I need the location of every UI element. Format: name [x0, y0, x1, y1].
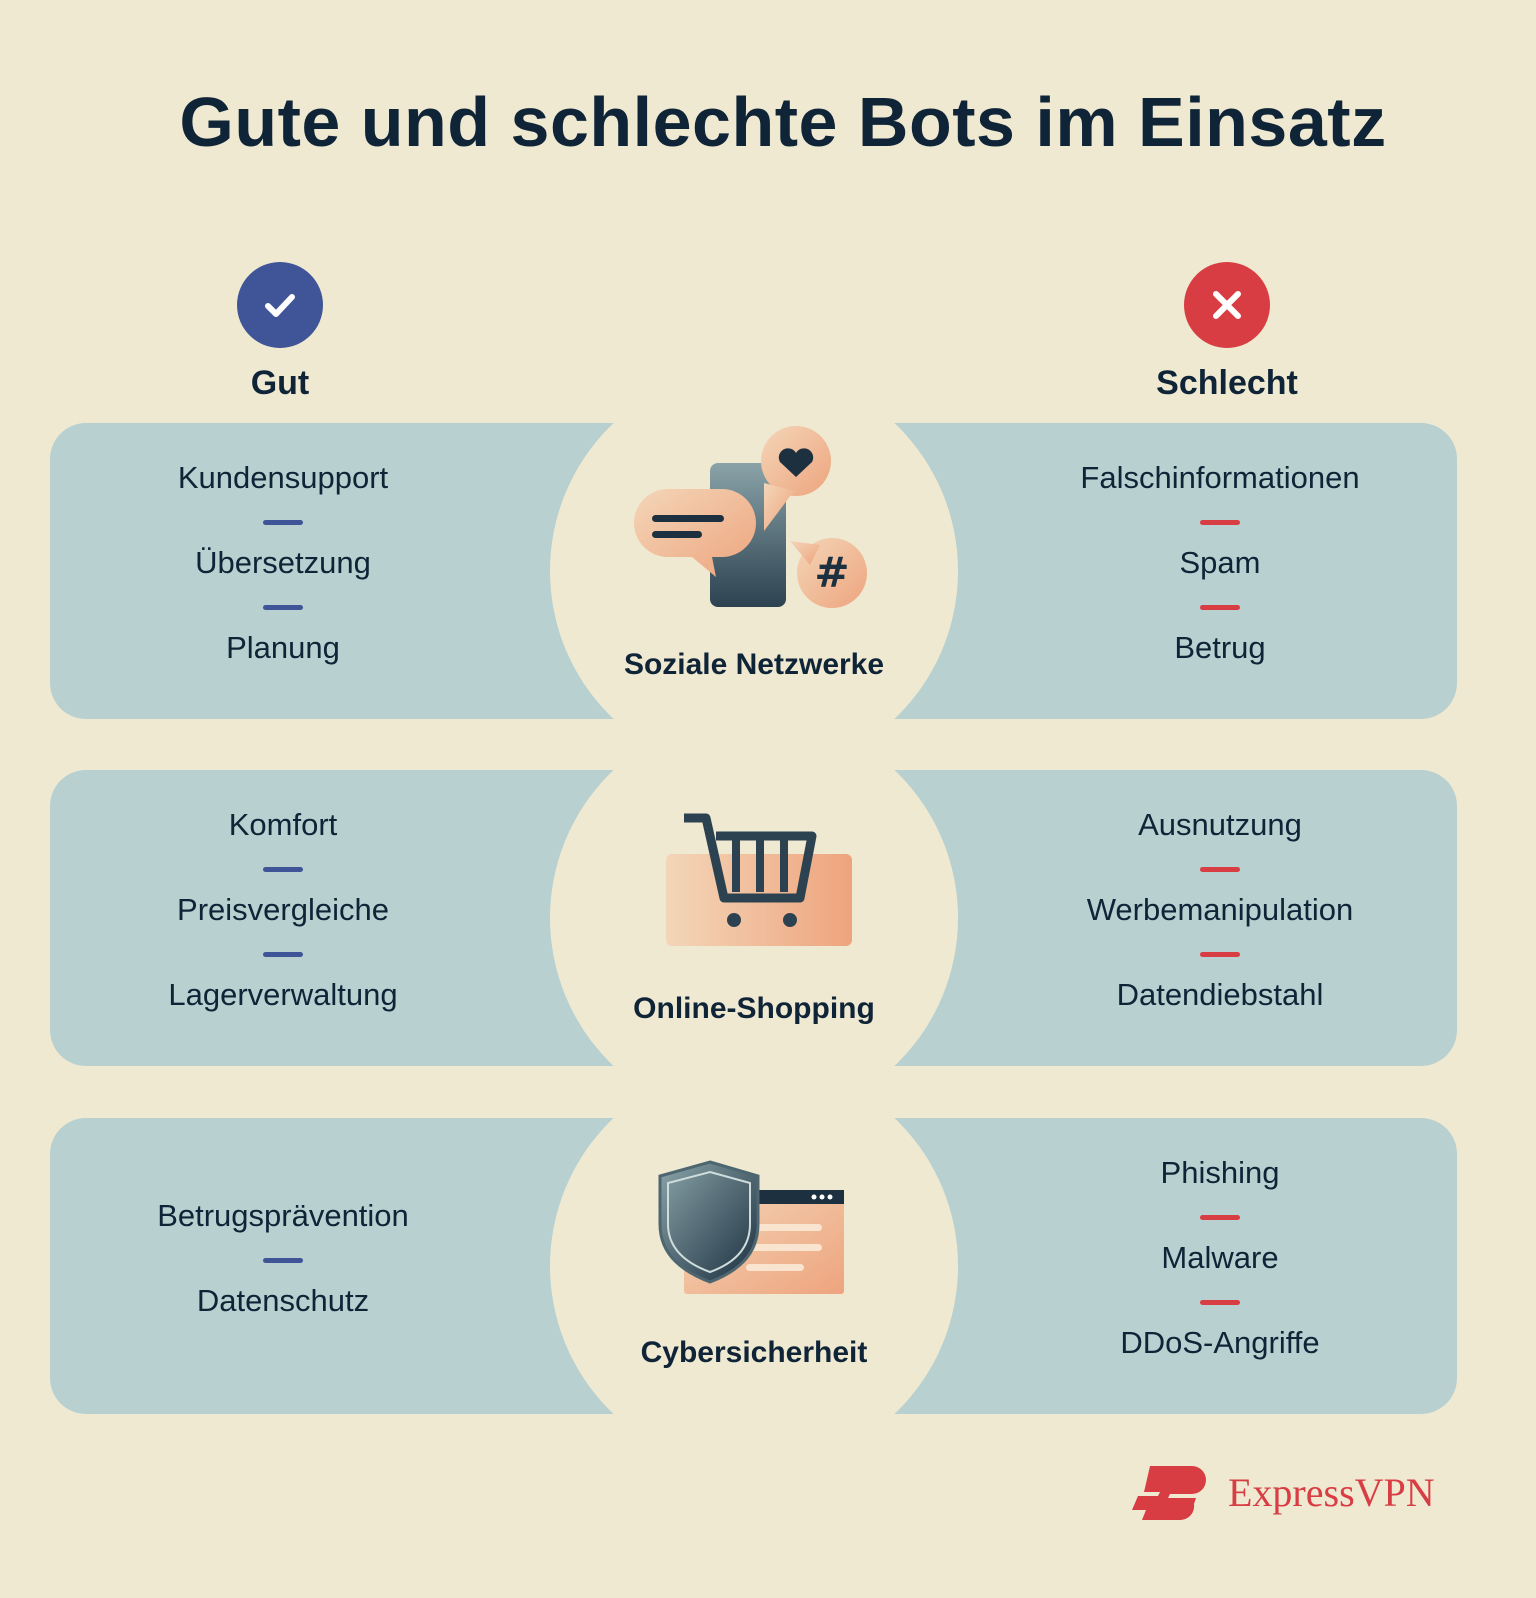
list-item: Betrugsprävention: [157, 1197, 409, 1233]
divider: [1200, 1215, 1240, 1220]
category-label: Soziale Netzwerke: [623, 648, 885, 681]
list-item: Datendiebstahl: [1116, 977, 1324, 1012]
brand-name: ExpressVPN: [1228, 1469, 1435, 1515]
divider: [1200, 520, 1240, 525]
bad-uses-list: Phishing Malware DDoS-Angriffe: [980, 1118, 1457, 1406]
shopping-cart-icon: [654, 808, 854, 963]
list-item: Komfort: [228, 807, 338, 842]
category: Online-Shopping: [550, 770, 958, 1066]
brand-logo: ExpressVPN: [1130, 1460, 1435, 1524]
category: Cybersicherheit: [550, 1118, 958, 1414]
category-row: Kundensupport Übersetzung Planung Falschinf…: [50, 423, 1457, 719]
list-item: Ausnutzung: [1138, 807, 1302, 842]
divider: [263, 605, 303, 610]
list-item: DDoS-Angriffe: [1120, 1325, 1320, 1360]
category-row: Komfort Preisvergleiche Lagerverwaltung Aus…: [50, 770, 1457, 1066]
category-row: Betrugsprävention Datenschutz Phishing Malw…: [50, 1118, 1457, 1414]
list-item: Lagerverwaltung: [168, 977, 398, 1012]
list-item: Malware: [1161, 1240, 1279, 1275]
good-label: Gut: [250, 364, 310, 402]
good-uses-list: Betrugsprävention Datenschutz: [50, 1118, 516, 1406]
divider: [1200, 1300, 1240, 1305]
list-item: Phishing: [1160, 1155, 1280, 1190]
list-item: Falschinformationen: [1080, 460, 1360, 495]
bad-label: Schlecht: [1156, 364, 1298, 402]
divider: [1200, 867, 1240, 872]
good-header: Gut: [130, 262, 430, 403]
bad-uses-list: Falschinformationen Spam Betrug: [980, 423, 1457, 711]
list-item: Planung: [226, 630, 340, 665]
divider: [263, 520, 303, 525]
divider: [263, 952, 303, 957]
good-uses-list: Kundensupport Übersetzung Planung: [50, 423, 516, 711]
bad-header: Schlecht: [1077, 262, 1377, 403]
list-item: Betrug: [1174, 630, 1266, 665]
category-label: Online-Shopping: [633, 992, 875, 1025]
list-item: Datenschutz: [196, 1282, 370, 1318]
list-item: Werbemanipulation: [1086, 892, 1354, 927]
good-uses-list: Komfort Preisvergleiche Lagerverwaltung: [50, 770, 516, 1058]
check-icon: [237, 262, 323, 348]
bad-uses-list: Ausnutzung Werbemanipulation Datendiebstah…: [980, 770, 1457, 1058]
divider: [263, 1257, 303, 1263]
divider: [263, 867, 303, 872]
list-item: Preisvergleiche: [177, 892, 389, 927]
category: # Soziale Netzwerke: [550, 423, 958, 719]
list-item: Kundensupport: [177, 460, 389, 495]
divider: [1200, 605, 1240, 610]
expressvpn-logo-icon: [1132, 1466, 1206, 1521]
divider: [1200, 952, 1240, 957]
social-media-icon: #: [624, 423, 884, 628]
page-title: Gute und schlechte Bots im Einsatz: [179, 83, 1387, 161]
list-item: Übersetzung: [195, 545, 371, 580]
x-icon: [1184, 262, 1270, 348]
shield-icon: [654, 1160, 854, 1315]
svg-text:#: #: [814, 548, 849, 597]
category-label: Cybersicherheit: [640, 1336, 868, 1369]
list-item: Spam: [1179, 545, 1261, 580]
